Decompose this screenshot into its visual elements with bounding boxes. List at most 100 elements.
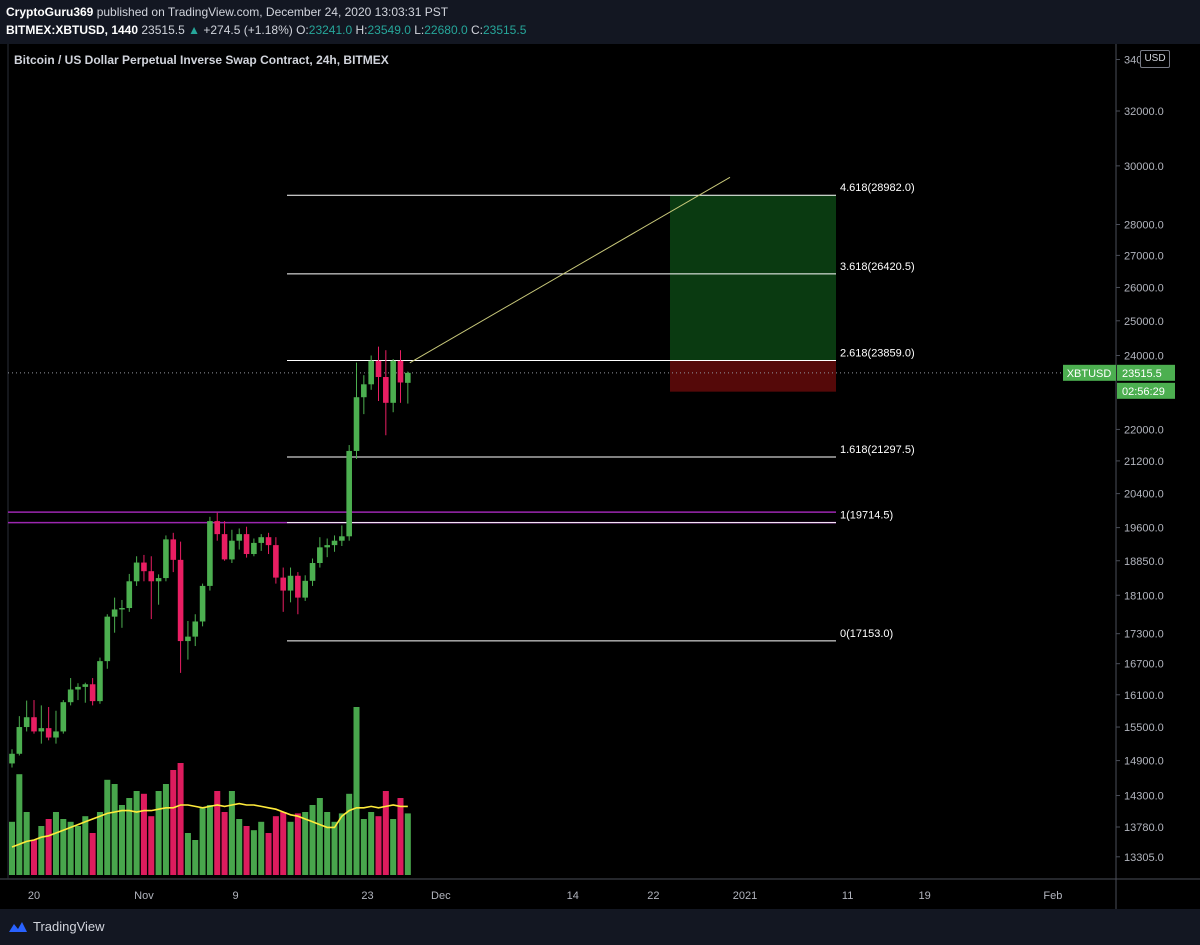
candle-body: [104, 616, 111, 662]
candle-body: [75, 686, 81, 690]
ohlc-line: BITMEX:XBTUSD, 1440 23515.5 ▲ +274.5 (+1…: [6, 23, 526, 37]
volume-bar: [148, 816, 155, 875]
current-price-tag: 23515.5: [1122, 368, 1162, 380]
volume-bar: [177, 763, 184, 875]
time-tick-label: Feb: [1043, 890, 1062, 902]
volume-bar: [346, 793, 353, 875]
volume-bar: [162, 784, 169, 875]
volume-bar: [309, 805, 316, 875]
low-label: L:: [414, 23, 425, 37]
candle-body: [89, 684, 96, 702]
price-tick-label: 14900.0: [1124, 756, 1164, 768]
open-value: 23241.0: [308, 23, 353, 37]
volume-bar: [16, 774, 23, 875]
candle-body: [207, 521, 213, 586]
candle-body: [280, 577, 287, 591]
price-tick-label: 30000.0: [1124, 161, 1164, 173]
price-tick-label: 18100.0: [1124, 590, 1164, 602]
candle-body: [185, 636, 191, 642]
candle-body: [119, 608, 125, 610]
time-tick-label: Nov: [134, 890, 154, 902]
price-tick-label: 18850.0: [1124, 556, 1164, 568]
candle-body: [221, 534, 228, 560]
price-axis-panel: [1116, 44, 1200, 909]
countdown-tag: 02:56:29: [1122, 386, 1165, 398]
volume-bar: [126, 798, 133, 875]
volume-bar: [192, 840, 199, 875]
candle-body: [148, 571, 155, 582]
price-chart[interactable]: Bitcoin / US Dollar Perpetual Inverse Sw…: [0, 44, 1200, 909]
time-tick-label: 14: [567, 890, 579, 902]
volume-bar: [331, 821, 338, 875]
candle-body: [375, 360, 382, 378]
symbol-tag-background: [1063, 364, 1116, 381]
price-tick-label: 13780.0: [1124, 822, 1164, 834]
candle-body: [383, 377, 389, 403]
countdown-tag-background: [1117, 382, 1175, 399]
current-price-tag-background: [1117, 364, 1175, 381]
volume-bar: [302, 812, 309, 875]
time-tick-label: 22: [647, 890, 659, 902]
volume-bar: [375, 816, 382, 875]
candle-body: [258, 537, 265, 543]
price-change: +274.5 (+1.18%): [203, 23, 293, 37]
candle-body: [170, 539, 177, 560]
chart-header: CryptoGuru369 published on TradingView.c…: [0, 0, 1200, 44]
candle-body: [295, 575, 301, 598]
projection-line: [409, 176, 731, 364]
tradingview-brand[interactable]: TradingView: [8, 919, 105, 934]
candle-body: [97, 661, 103, 702]
volume-bar: [89, 833, 96, 875]
price-tick-label: 14300.0: [1124, 791, 1164, 803]
candle-body: [16, 727, 23, 754]
candle-body: [324, 545, 330, 548]
candle-body: [236, 534, 243, 541]
high-value: 23549.0: [367, 23, 411, 37]
volume-bar: [170, 770, 177, 875]
price-tick-label: 16100.0: [1124, 690, 1164, 702]
candle-body: [229, 540, 235, 560]
time-tick-label: 2021: [733, 890, 757, 902]
volume-bar: [38, 826, 45, 875]
candle-body: [82, 684, 89, 687]
fib-level-label: 3.618(26420.5): [840, 261, 915, 273]
open-label: O:: [296, 23, 309, 37]
volume-bar: [214, 791, 221, 875]
volume-bar: [140, 793, 147, 875]
volume-bar: [184, 833, 191, 875]
chart-area[interactable]: Bitcoin / US Dollar Perpetual Inverse Sw…: [0, 44, 1200, 909]
candle-body: [309, 563, 316, 581]
volume-bar: [118, 805, 125, 875]
candle-body: [397, 360, 404, 383]
candle-body: [302, 580, 308, 598]
volume-bar: [23, 812, 30, 875]
price-tick-label: 22000.0: [1124, 424, 1164, 436]
fib-level-label: 0(17153.0): [840, 628, 893, 640]
volume-bar: [60, 819, 67, 875]
time-tick-label: 23: [361, 890, 373, 902]
price-tick-label: 27000.0: [1124, 250, 1164, 262]
author-name[interactable]: CryptoGuru369: [6, 5, 94, 19]
last-price: 23515.5: [141, 23, 185, 37]
volume-bar: [74, 826, 81, 875]
fib-level-label: 1.618(21297.5): [840, 444, 915, 456]
volume-bar: [272, 816, 279, 875]
volume-bar: [360, 819, 367, 875]
close-value: 23515.5: [482, 23, 527, 37]
price-tick-label: 16700.0: [1124, 659, 1164, 671]
volume-bar: [353, 707, 360, 875]
stop-zone: [670, 360, 836, 392]
publish-line: CryptoGuru369 published on TradingView.c…: [6, 5, 448, 19]
volume-bar: [404, 813, 411, 875]
volume-bar: [199, 807, 206, 875]
volume-bar: [382, 791, 389, 875]
candle-body: [287, 575, 294, 591]
time-tick-label: 11: [842, 890, 853, 902]
publish-info: published on TradingView.com, December 2…: [96, 5, 449, 19]
currency-button[interactable]: USD: [1140, 50, 1170, 68]
candle-body: [368, 360, 374, 385]
volume-bar: [52, 812, 59, 875]
fib-level-label: 2.618(23859.0): [840, 347, 915, 359]
volume-bar: [155, 791, 162, 875]
symbol-label[interactable]: BITMEX:XBTUSD, 1440: [6, 23, 139, 37]
